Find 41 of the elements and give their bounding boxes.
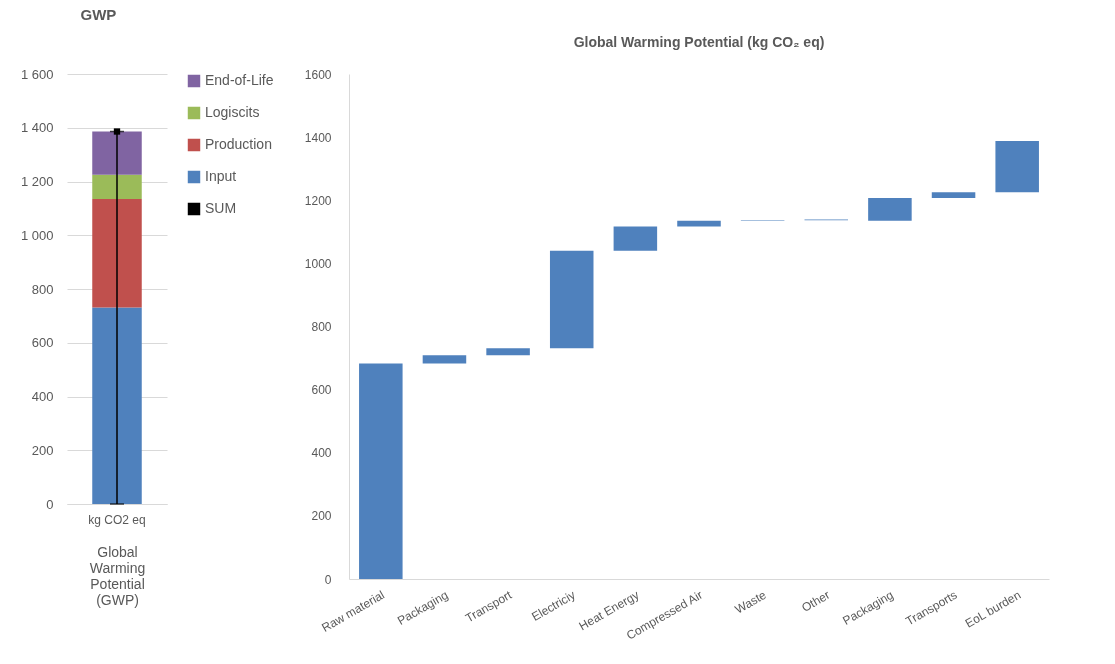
legend-label: SUM bbox=[205, 200, 237, 216]
chart-title: Global Warming Potential (kg CO₂ eq) bbox=[573, 34, 825, 50]
legend-label: Production bbox=[205, 136, 272, 152]
bar bbox=[92, 174, 142, 199]
y-tick-label: 200 bbox=[311, 509, 332, 524]
y-tick-label: 1400 bbox=[304, 130, 332, 145]
bar bbox=[359, 363, 403, 579]
x-tick-label: Other bbox=[799, 587, 833, 615]
y-tick-label: 0 bbox=[324, 572, 332, 587]
bar bbox=[92, 307, 142, 504]
bar bbox=[931, 192, 976, 199]
y-tick-label: 1 600 bbox=[20, 66, 54, 82]
bar bbox=[486, 348, 530, 356]
y-tick-label: 1200 bbox=[304, 193, 332, 208]
y-tick-label: 800 bbox=[31, 281, 54, 297]
y-tick-label: 1 400 bbox=[20, 120, 54, 136]
y-tick-label: 600 bbox=[31, 335, 54, 351]
y-tick-label: 200 bbox=[31, 442, 54, 458]
y-tick-label: 600 bbox=[311, 383, 332, 398]
y-tick-label: 400 bbox=[311, 446, 332, 461]
y-tick-label: 1 200 bbox=[20, 174, 54, 189]
bar bbox=[995, 140, 1039, 193]
legend-label: End-of-Life bbox=[205, 72, 274, 88]
y-tick-label: 1600 bbox=[304, 67, 332, 82]
legend-label: Input bbox=[205, 168, 237, 184]
bar bbox=[549, 250, 594, 349]
y-tick-label: 800 bbox=[311, 320, 332, 334]
y-tick-label: 1000 bbox=[304, 256, 332, 271]
bar bbox=[613, 226, 658, 251]
y-tick-label: 0 bbox=[46, 496, 54, 512]
x-axis-title: Global Warming Potential (GWP) bbox=[89, 543, 146, 608]
bar bbox=[422, 355, 467, 364]
bar bbox=[868, 198, 912, 221]
bar bbox=[92, 131, 142, 175]
chart-title: GWP bbox=[80, 6, 117, 23]
y-tick-label: 400 bbox=[31, 389, 54, 404]
x-tick-label: Waste bbox=[732, 587, 769, 617]
y-tick-label: 1 000 bbox=[20, 227, 54, 243]
x-tick-label: kg CO2 eq bbox=[88, 512, 146, 527]
bar bbox=[92, 198, 142, 308]
legend-label: Logiscits bbox=[205, 104, 260, 120]
